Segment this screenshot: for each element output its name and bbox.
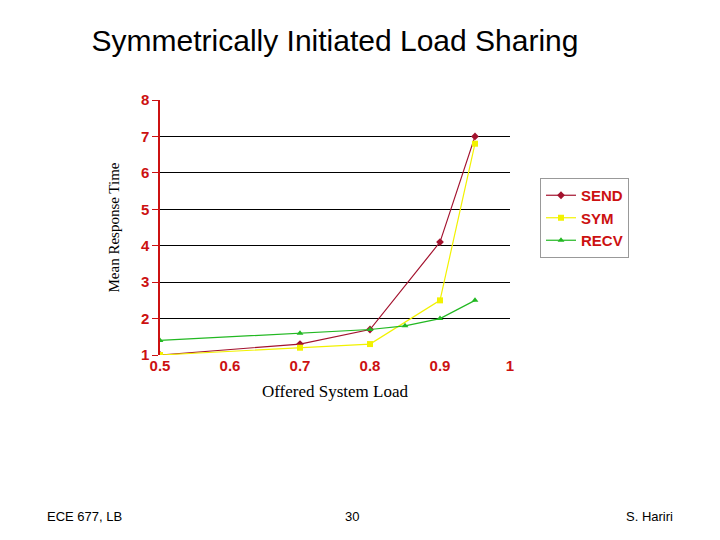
svg-text:ECE 677, LB: ECE 677, LB [47, 509, 122, 524]
svg-text:30: 30 [345, 509, 359, 524]
svg-text:8: 8 [141, 91, 149, 108]
svg-text:0.5: 0.5 [150, 357, 171, 374]
svg-text:RECV: RECV [581, 232, 623, 249]
svg-text:SYM: SYM [581, 210, 614, 227]
svg-text:Mean Response Time: Mean Response Time [106, 162, 122, 292]
svg-text:Symmetrically Initiated Load S: Symmetrically Initiated Load Sharing [92, 24, 579, 57]
svg-text:1: 1 [506, 357, 514, 374]
svg-text:2: 2 [141, 310, 149, 327]
svg-text:7: 7 [141, 128, 149, 145]
svg-text:0.6: 0.6 [220, 357, 241, 374]
svg-text:6: 6 [141, 164, 149, 181]
svg-text:0.9: 0.9 [430, 357, 451, 374]
svg-text:3: 3 [141, 273, 149, 290]
svg-text:SEND: SEND [581, 187, 623, 204]
svg-text:0.8: 0.8 [360, 357, 381, 374]
svg-text:Offered System Load: Offered System Load [262, 382, 409, 401]
svg-text:S. Hariri: S. Hariri [626, 509, 673, 524]
svg-text:0.7: 0.7 [290, 357, 311, 374]
svg-text:1: 1 [141, 346, 149, 363]
svg-text:4: 4 [141, 237, 150, 254]
svg-text:5: 5 [141, 201, 149, 218]
